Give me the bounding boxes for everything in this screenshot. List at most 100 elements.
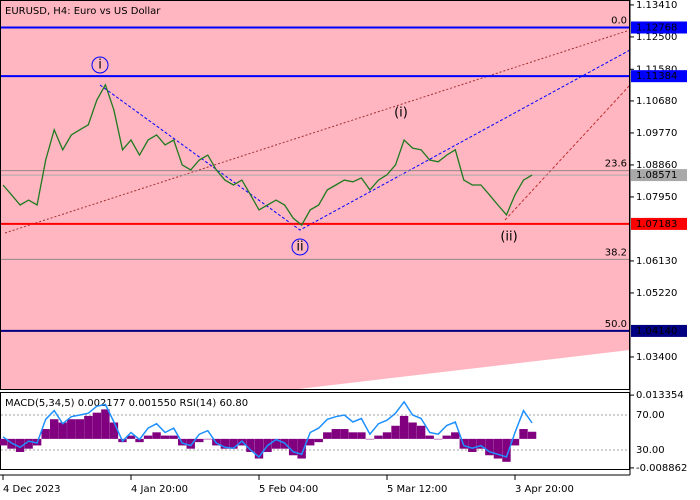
macd-bar [527,431,537,439]
x-tick-label: 5 Mar 12:00 [387,484,447,495]
y-tick-label: 1.08860 [636,160,677,171]
pink-zone [0,0,630,390]
y-tick-label: 1.07950 [636,192,677,203]
macd-bar [374,435,383,439]
y-tick-label: 1.03400 [636,352,677,363]
macd-bar [306,438,315,446]
macd-bar [246,438,255,452]
macd-bar [67,419,76,439]
macd-bar [101,409,110,439]
macd-bar [297,438,306,459]
wave-label: (i) [394,106,408,121]
macd-bar [195,438,204,443]
macd-bar [50,419,59,439]
macd-bar [365,438,375,440]
macd-bar [24,438,33,449]
macd-bar [143,435,153,439]
y-tick-label: -0.008862 [636,463,687,474]
macd-bar [135,438,144,443]
macd-bar [519,429,528,439]
macd-bar [382,432,392,439]
level-box [631,21,687,34]
wave-line [99,49,631,231]
y2-tick-label: 70.00 [636,410,665,421]
x-tick-label: 5 Feb 04:00 [259,484,318,495]
macd-bar [229,438,238,449]
chart-title: EURUSD, H4: Euro vs US Dollar [5,6,161,17]
macd-bar [331,429,340,439]
rsi-line [2,400,533,459]
macd-bar [323,432,332,439]
macd-bar [434,438,443,440]
y-tick-label: 0.013354 [636,390,684,401]
projection-line [504,84,631,221]
level-box [631,70,687,83]
macd-bar [476,438,486,449]
wave-circle [91,56,109,74]
y-tick-label: 1.06130 [636,256,677,267]
macd-bar [92,412,102,439]
x-tick-label: 4 Jan 20:00 [131,484,188,495]
trend-line [4,29,631,234]
macd-bar [485,438,494,456]
macd-bar [220,438,230,449]
fib-label: 0.0 [611,16,627,27]
macd-bar [425,435,434,439]
macd-bar [109,422,119,439]
y-tick-label: 1.13410 [636,0,677,11]
fib-label: 23.6 [605,159,627,170]
level-label: 1.11384 [636,71,677,82]
macd-bar [442,435,451,439]
macd-bar [15,438,25,452]
y-tick-label: 1.09770 [636,128,677,139]
indicator-title: MACD(5,34,5) 0.002177 0.001550 RSI(14) 6… [5,398,248,409]
macd-bar [126,435,136,439]
macd-bar [152,432,161,439]
macd-bar [391,425,400,439]
level-box [631,324,687,337]
macd-bar [271,438,281,449]
y-tick-label: 1.12500 [636,32,677,43]
macd-bar [357,432,366,439]
x-tick-label: 3 Apr 20:00 [515,484,574,495]
macd-bar [0,438,8,446]
macd-bar [160,435,170,439]
level-box [631,169,687,182]
macd-bar [254,438,264,459]
wave-label: (ii) [500,230,517,245]
macd-bar [408,422,417,439]
fib-label: 50.0 [605,319,627,330]
level-label: 1.04140 [636,326,677,337]
wave-circle [291,238,309,256]
macd-bar [186,438,195,449]
y-tick-label: 1.10680 [636,96,677,107]
macd-bar [451,432,460,439]
macd-bar [314,438,323,443]
fib-label: 38.2 [605,247,627,258]
macd-bar [348,432,358,439]
macd-bar [493,438,503,459]
macd-bar [416,425,426,439]
wave-label: ii [296,240,303,255]
wave-label: i [98,58,102,73]
macd-bar [502,438,511,462]
macd-bar [169,435,178,439]
level-label: 1.07183 [636,219,677,230]
macd-bar [75,419,84,439]
macd-bar [468,438,477,452]
macd-bar [58,422,67,439]
y-tick-label: 1.05220 [636,288,677,299]
macd-bar [340,429,349,439]
y-tick-label: 1.11580 [636,64,677,75]
macd-bar [84,415,93,439]
macd-bar [288,438,298,456]
macd-bar [41,429,50,439]
x-tick-label: 4 Dec 2023 [3,484,61,495]
macd-bar [203,438,212,440]
y2-tick-label: 30.00 [636,445,665,456]
level-box [631,217,687,230]
level-label: 1.08571 [636,170,677,181]
level-label: 1.12768 [636,23,677,34]
